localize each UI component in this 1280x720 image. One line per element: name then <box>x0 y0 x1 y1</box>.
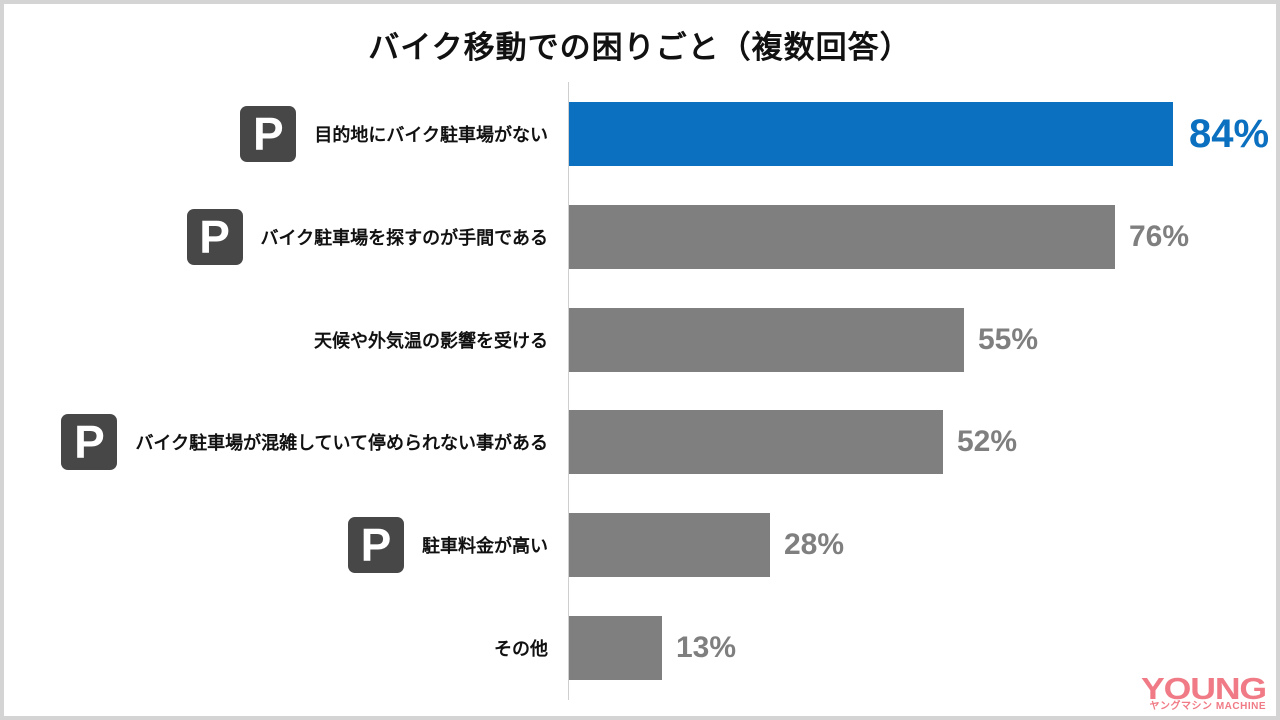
bar <box>569 513 770 577</box>
data-label: 55% <box>978 323 1039 356</box>
y-axis-line <box>568 82 569 700</box>
bar <box>569 205 1115 269</box>
data-label: 76% <box>1129 220 1190 253</box>
bar-row: 天候や外気温の影響を受ける 55% <box>0 308 1280 372</box>
category-label-group: 天候や外気温の影響を受ける <box>314 308 548 372</box>
bar <box>569 102 1173 166</box>
bar-row: その他 13% <box>0 616 1280 680</box>
category-label-group: P バイク駐車場が混雑していて停められない事がある <box>61 410 548 474</box>
category-label: その他 <box>494 639 548 660</box>
bar-row: P バイク駐車場が混雑していて停められない事がある 52% <box>0 410 1280 474</box>
bar <box>569 308 964 372</box>
bar-row: P バイク駐車場を探すのが手間である 76% <box>0 205 1280 269</box>
logo-sub-text: ヤングマシン MACHINE <box>1149 701 1266 712</box>
category-label: 駐車料金が高い <box>422 536 548 557</box>
category-label-group: P 目的地にバイク駐車場がない <box>240 102 548 166</box>
category-label-group: P バイク駐車場を探すのが手間である <box>186 205 548 269</box>
category-label-group: P 駐車料金が高い <box>348 513 548 577</box>
logo-main-text: YOUNG <box>1141 671 1267 706</box>
category-label: バイク駐車場が混雑していて停められない事がある <box>135 433 548 454</box>
parking-icon: P <box>61 414 118 470</box>
data-label: 52% <box>957 425 1018 458</box>
bar-row: P 目的地にバイク駐車場がない 84% <box>0 102 1280 166</box>
data-label: 28% <box>784 528 845 561</box>
chart-title: バイク移動での困りごと（複数回答） <box>368 30 912 66</box>
category-label: バイク駐車場を探すのが手間である <box>260 228 548 249</box>
bar-row: P 駐車料金が高い 28% <box>0 513 1280 577</box>
parking-icon: P <box>240 106 297 162</box>
category-label: 天候や外気温の影響を受ける <box>314 331 548 352</box>
category-label: 目的地にバイク駐車場がない <box>314 125 548 146</box>
data-label: 84% <box>1189 112 1270 156</box>
parking-icon: P <box>186 209 243 265</box>
category-label-group: その他 <box>494 616 548 680</box>
data-label: 13% <box>676 631 737 664</box>
parking-icon: P <box>348 517 404 573</box>
young-machine-logo: YOUNG ヤングマシン MACHINE <box>1136 673 1267 712</box>
bar <box>569 616 662 680</box>
bar <box>569 410 943 474</box>
